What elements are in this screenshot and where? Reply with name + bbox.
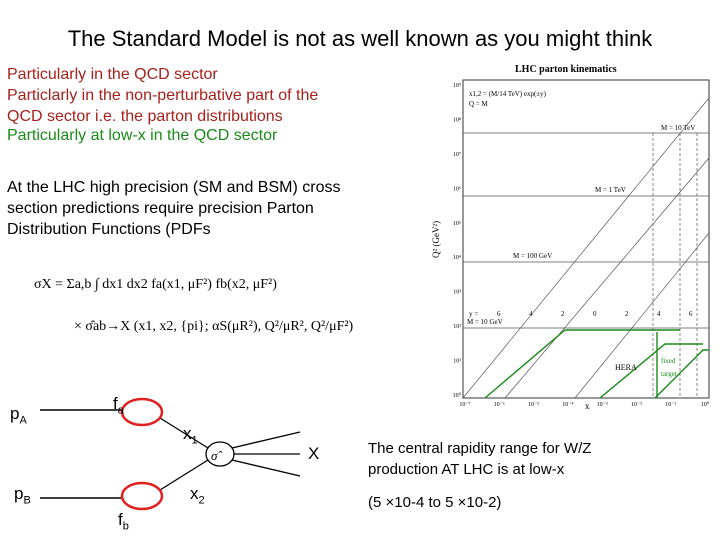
rapidity-label: y = [469, 310, 478, 318]
x-tick-labels: 10⁻⁷ 10⁻⁶ 10⁻⁵ 10⁻⁴ 10⁻³ 10⁻² 10⁻¹ 10⁰ [459, 401, 709, 408]
kinematics-title: LHC parton kinematics [515, 64, 617, 75]
y-tick-label: 10⁶ [453, 186, 461, 192]
rapidity-values: 6 4 2 0 2 4 6 [497, 310, 693, 318]
body-line-2: section predictions require precision Pa… [7, 200, 314, 217]
proton-a-label: pA [10, 404, 27, 427]
x1-label: x1 [183, 424, 198, 447]
body-line-1: At the LHC high precision (SM and BSM) c… [7, 179, 341, 196]
hera-label: HERA [615, 363, 637, 372]
mass-label-100gev: M = 100 GeV [513, 252, 552, 260]
y-tick-label: 10⁸ [453, 117, 461, 123]
x-tick-label: 10⁻⁵ [528, 402, 539, 408]
rapidity-line-1: The central rapidity range for W/Z [368, 440, 592, 457]
mass-label-1tev: M = 1 TeV [595, 186, 626, 194]
diagonal-line-3 [574, 232, 710, 399]
y-tick-labels: 10⁹ 10⁸ 10⁷ 10⁶ 10⁵ 10⁴ 10³ 10² 10¹ 10⁰ [453, 83, 462, 399]
x-tick-label: 10⁻⁷ [459, 402, 470, 408]
y-tick-label: 10¹ [453, 359, 461, 365]
sigma-hat-label: σ̂ [211, 448, 222, 463]
pdf-fb-label: fb [118, 510, 129, 533]
red-line-3: QCD sector i.e. the parton distributions [7, 108, 283, 125]
rapidity-value: 6 [497, 310, 501, 318]
kinematics-legend-2: Q = M [469, 100, 489, 108]
kinematics-legend-1: x1,2 = (M/14 TeV) exp(±y) [469, 90, 547, 98]
hera-region-boundary-2 [599, 343, 703, 399]
x-tick-label: 10⁻² [631, 402, 642, 408]
red-line-2: Particlarly in the non-perturbative part… [7, 87, 319, 104]
y-axis-label: Q² (GeV²) [431, 221, 441, 258]
fixed-target-boundary [654, 349, 709, 399]
x-tick-label: 10⁻⁶ [494, 402, 505, 408]
formula-line-2: × σ̂ab→X (x1, x2, {pi}; αS(μR²), Q²/μR²,… [74, 319, 354, 334]
fixed-target-label-1: fixed [661, 357, 676, 365]
rapidity-text: The central rapidity range for W/Z produ… [368, 438, 591, 480]
rapidity-value: 4 [657, 310, 661, 318]
lhc-precision-text: At the LHC high precision (SM and BSM) c… [7, 177, 407, 240]
x-tick-label: 10⁻¹ [665, 402, 676, 408]
rapidity-value: 0 [593, 310, 597, 318]
x2-label: x2 [190, 484, 205, 507]
rapidity-line-2: production AT LHC is at low-x [368, 461, 565, 478]
fixed-target-label-2: target [661, 370, 677, 378]
rapidity-value: 6 [689, 310, 693, 318]
rapidity-value: 4 [529, 310, 533, 318]
x-tick-label: 10⁻⁴ [562, 402, 573, 408]
lhc-kinematics-plot: LHC parton kinematics 10⁹ 10⁸ 10⁷ 10⁶ 10⁵ 10⁴… [431, 64, 710, 410]
y-tick-label: 10³ [453, 290, 461, 296]
parton-scattering-diagram: σ̂ pA pB fa fb x1 x2 X [0, 390, 360, 540]
y-tick-label: 10⁵ [453, 221, 461, 227]
y-tick-label: 10⁰ [453, 392, 462, 399]
rapidity-value: 2 [561, 310, 565, 318]
x-tick-label: 10⁻³ [597, 402, 608, 408]
body-line-3: Distribution Functions (PDFs [7, 221, 211, 238]
low-x-emphasis-text: Particularly at low-x in the QCD sector [7, 127, 278, 144]
formula-line-1: σX = Σa,b ∫ dx1 dx2 fa(x1, μF²) fb(x2, μ… [34, 277, 277, 292]
y-tick-label: 10⁹ [453, 83, 461, 89]
x-tick-label: 10⁰ [701, 401, 710, 408]
hard-process-blob [205, 441, 235, 467]
qcd-emphasis-text: Particularly in the QCD sector Particlar… [7, 64, 318, 127]
red-line-1: Particularly in the QCD sector [7, 66, 218, 83]
rapidity-value: 2 [625, 310, 629, 318]
proton-a-blob [120, 397, 164, 427]
diagonal-line-2 [504, 157, 710, 399]
mass-label-10gev: M = 10 GeV [467, 318, 503, 326]
y-tick-label: 10² [453, 324, 461, 330]
final-state-x-label: X [308, 444, 320, 463]
pdf-fa-label: fa [113, 394, 124, 417]
x-axis-label: x [585, 401, 590, 410]
low-x-range-text: (5 ×10-4 to 5 ×10-2) [368, 494, 502, 511]
proton-b-label: pB [14, 484, 31, 507]
slide-title: The Standard Model is not as well known … [67, 26, 653, 51]
y-tick-label: 10⁷ [453, 152, 461, 158]
proton-b-blob [120, 481, 164, 511]
mass-label-10tev: M = 10 TeV [661, 124, 695, 132]
diagonal-line-1 [462, 97, 710, 399]
factorization-formula: σX = Σa,b ∫ dx1 dx2 fa(x1, μF²) fb(x2, μ… [34, 277, 354, 334]
hera-region-boundary [484, 329, 680, 399]
y-tick-label: 10⁴ [453, 255, 461, 261]
